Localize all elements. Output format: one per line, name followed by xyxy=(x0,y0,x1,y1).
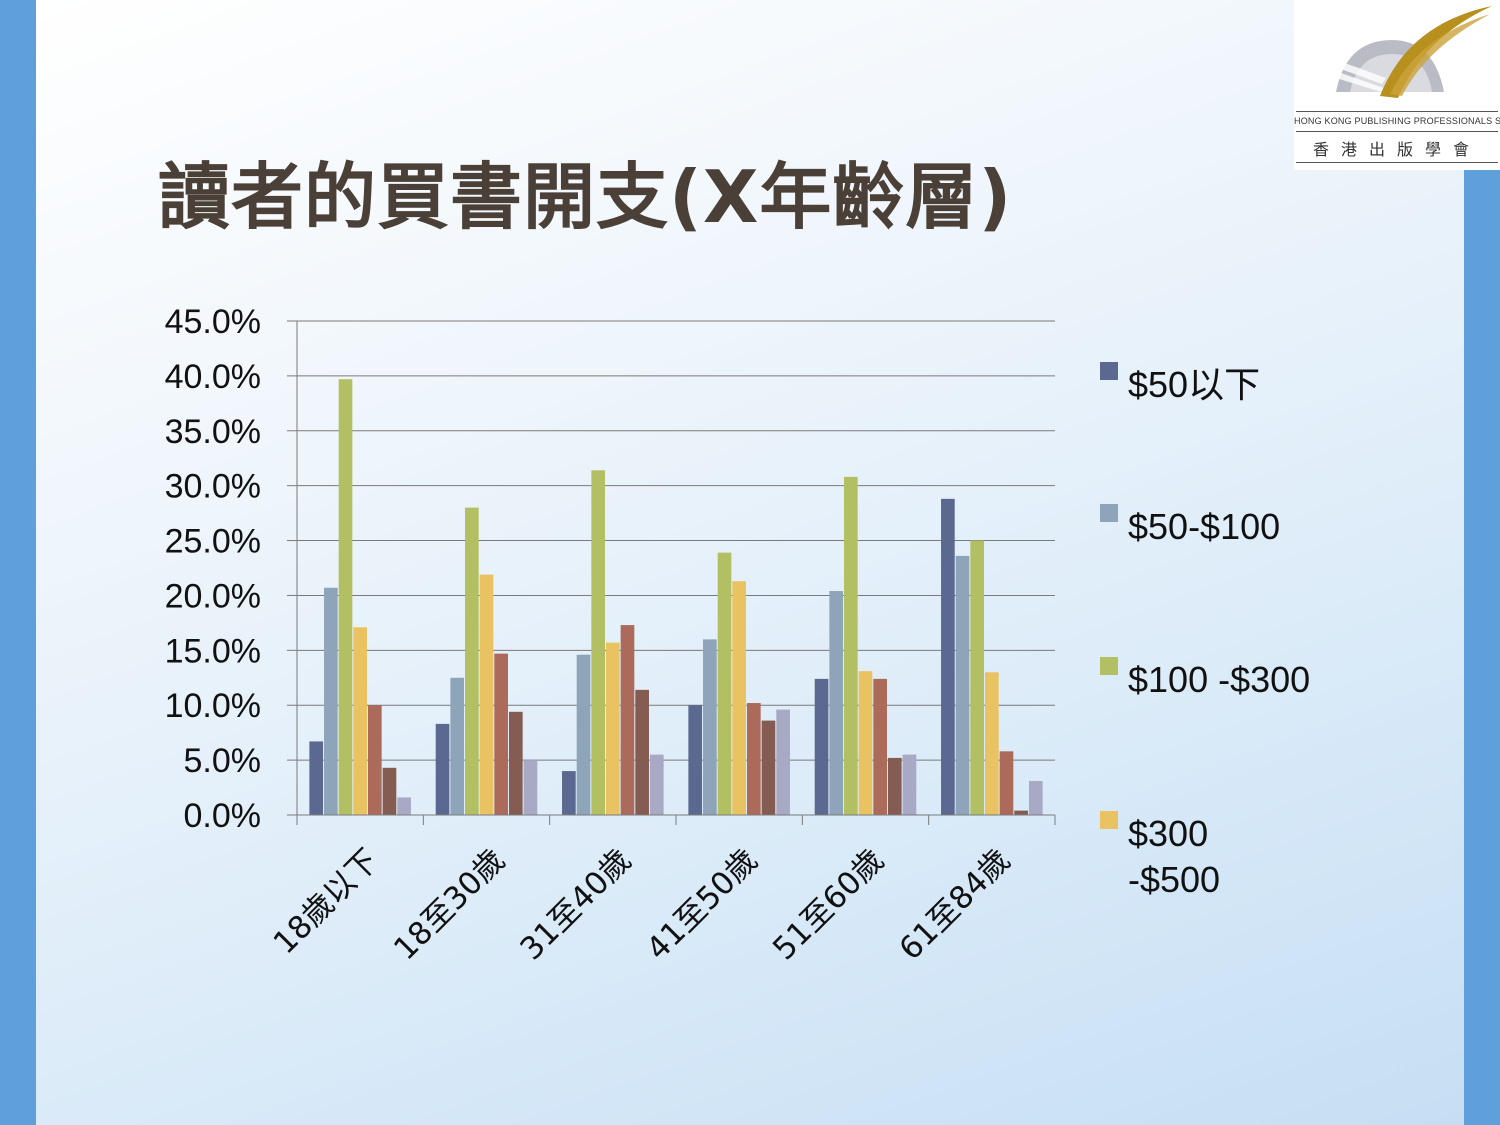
bar xyxy=(902,754,917,815)
y-tick-label: 45.0% xyxy=(165,303,261,341)
logo-rule-bottom xyxy=(1296,162,1498,163)
y-tick-label: 5.0% xyxy=(184,742,262,780)
x-axis-category-labels: 18歲以下 18至30歲 31至40歲 41至50歲 51至60歲 61至84歲 xyxy=(267,842,1018,967)
chart-gridlines xyxy=(287,320,1055,816)
y-tick-label: 35.0% xyxy=(165,413,261,451)
logo-english-name: HONG KONG PUBLISHING PROFESSIONALS SOCIE… xyxy=(1294,116,1500,126)
bar xyxy=(382,767,397,815)
bar xyxy=(309,741,324,815)
legend-label: $300 -$500 xyxy=(1128,813,1220,900)
bar xyxy=(591,470,606,815)
y-axis-tick-labels: 0.0% 5.0% 10.0% 15.0% 20.0% 25.0% 30.0% 35.0% 40… xyxy=(165,303,261,835)
bar xyxy=(688,705,703,815)
x-category-label: 61至84歲 xyxy=(892,842,1017,967)
legend-swatch xyxy=(1100,362,1118,380)
y-tick-label: 40.0% xyxy=(165,358,261,396)
bar xyxy=(324,587,338,815)
logo-rule-top xyxy=(1296,111,1498,112)
bar xyxy=(941,498,955,815)
bar xyxy=(562,771,576,815)
bar xyxy=(479,574,494,815)
bar xyxy=(494,653,508,815)
bar xyxy=(435,723,450,815)
bar xyxy=(450,677,465,815)
bar xyxy=(703,639,717,815)
logo-emblem-icon xyxy=(1336,6,1492,98)
bar xyxy=(776,709,790,815)
bar xyxy=(970,540,985,815)
chart-bars xyxy=(309,379,1043,815)
y-tick-label: 10.0% xyxy=(165,687,261,725)
x-category-label: 18至30歲 xyxy=(387,842,512,967)
bar xyxy=(353,627,367,815)
y-tick-label: 30.0% xyxy=(165,468,261,506)
bar xyxy=(1014,810,1028,815)
legend-swatch xyxy=(1100,811,1118,829)
y-tick-label: 25.0% xyxy=(165,523,261,561)
legend-label: $50-$100 xyxy=(1128,506,1280,547)
legend-swatch xyxy=(1100,657,1118,675)
bar xyxy=(717,552,732,815)
bar xyxy=(1028,780,1043,815)
slide-title: 讀者的買書開支(X年齡層) xyxy=(158,155,1013,239)
legend-label: $50以下 xyxy=(1128,364,1260,405)
bar xyxy=(985,672,999,815)
bar xyxy=(858,671,873,815)
bar xyxy=(761,720,776,815)
bar xyxy=(606,642,620,815)
bar xyxy=(635,689,649,815)
bar xyxy=(649,754,664,815)
bar xyxy=(844,476,858,815)
bar xyxy=(887,757,902,815)
bar xyxy=(576,654,591,815)
logo-chinese-name: 香港出版學會 xyxy=(1312,140,1481,159)
bar xyxy=(732,581,746,815)
bar xyxy=(523,760,538,815)
y-tick-label: 15.0% xyxy=(165,632,261,670)
y-tick-label: 0.0% xyxy=(184,797,262,835)
x-category-label: 18歲以下 xyxy=(267,842,386,961)
bar xyxy=(620,625,635,815)
bar xyxy=(999,751,1014,815)
bar xyxy=(465,507,479,815)
y-tick-label: 20.0% xyxy=(165,577,261,615)
bar xyxy=(746,703,761,815)
bar xyxy=(367,705,382,815)
chart-axes xyxy=(296,321,1056,825)
x-category-label: 41至50歲 xyxy=(640,842,765,967)
bar xyxy=(338,379,353,815)
bar xyxy=(873,678,887,815)
chart-legend: $50以下 $50-$100 $100 -$300 $300 -$500 xyxy=(1100,362,1310,900)
bar xyxy=(955,555,970,815)
x-category-label: 51至60歲 xyxy=(766,842,891,967)
bar xyxy=(397,797,411,815)
legend-label: $100 -$300 xyxy=(1128,659,1310,700)
society-logo: HONG KONG PUBLISHING PROFESSIONALS SOCIE… xyxy=(1294,0,1500,170)
bar xyxy=(829,591,844,815)
slide-background xyxy=(36,0,1464,1125)
legend-swatch xyxy=(1100,504,1118,522)
bar xyxy=(814,678,829,815)
x-category-label: 31至40歲 xyxy=(513,842,638,967)
bar xyxy=(508,711,523,815)
logo-rule-middle xyxy=(1296,131,1498,132)
